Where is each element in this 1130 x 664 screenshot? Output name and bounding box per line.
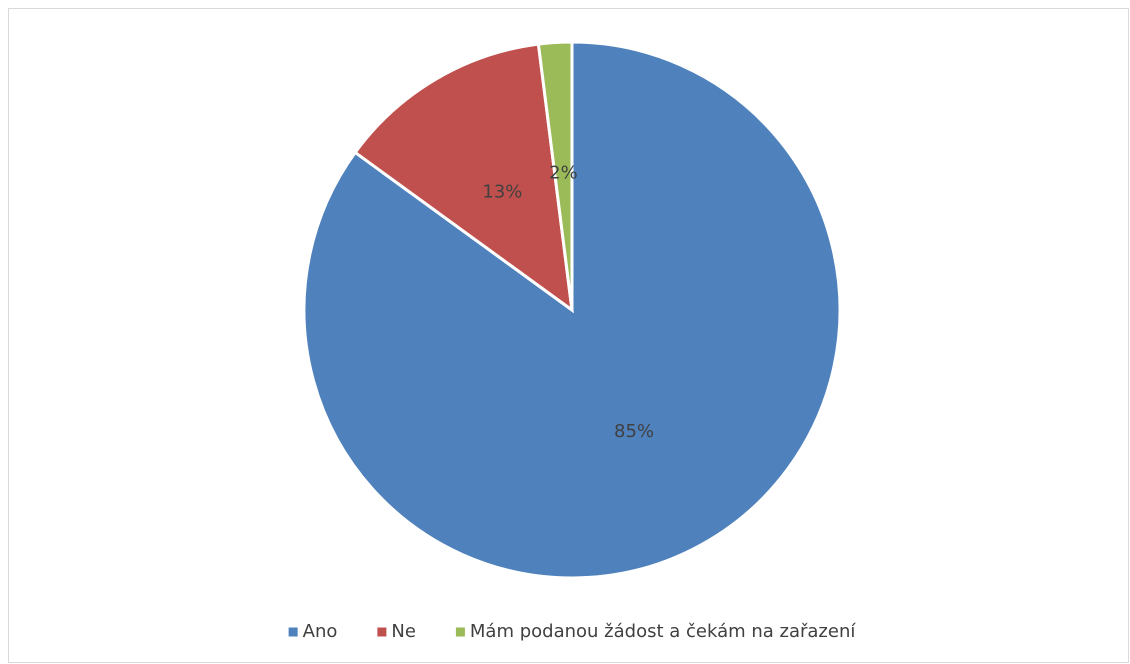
- legend-swatch: [377, 627, 387, 637]
- data-label: 85%: [614, 421, 654, 442]
- legend-label: Mám podanou žádost a čekám na zařazení: [470, 621, 856, 642]
- legend-swatch: [288, 627, 298, 637]
- legend-label: Ano: [303, 621, 338, 642]
- data-label: 13%: [482, 181, 522, 202]
- pie-slice: [536, 40, 574, 311]
- pie-slice: [353, 42, 574, 314]
- legend-swatch: [455, 627, 465, 637]
- data-label: 2%: [549, 163, 578, 184]
- legend-label: Ne: [391, 621, 416, 642]
